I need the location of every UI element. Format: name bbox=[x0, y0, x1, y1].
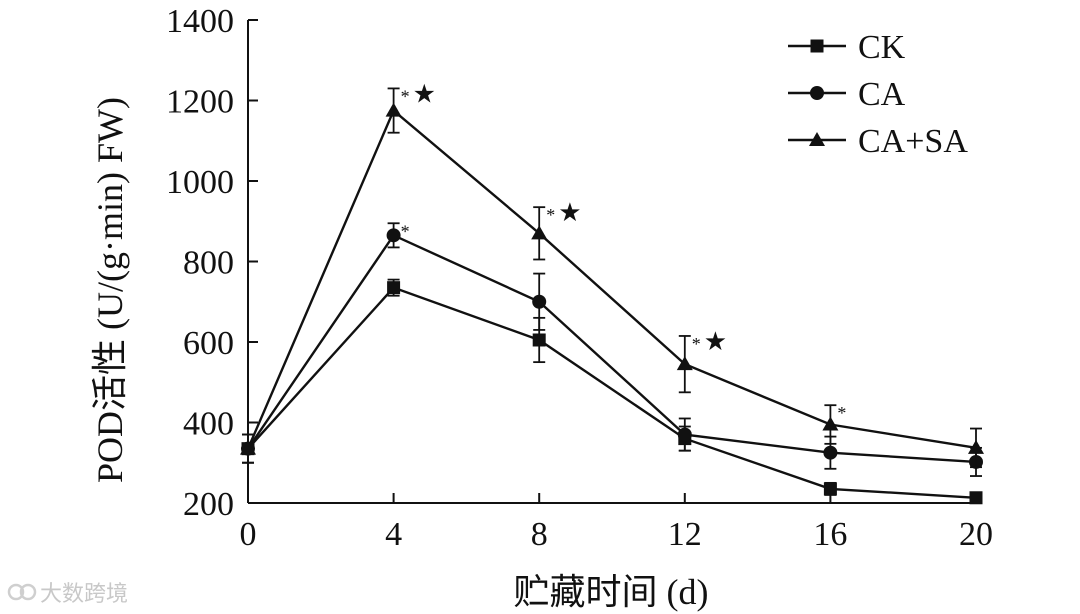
data-point bbox=[676, 356, 693, 371]
significance-mark: * ★ bbox=[692, 327, 727, 356]
significance-mark: * bbox=[837, 403, 846, 423]
data-point bbox=[386, 228, 401, 243]
data-point bbox=[532, 294, 547, 309]
data-point bbox=[822, 416, 839, 431]
y-tick-label: 1200 bbox=[166, 84, 234, 121]
y-tick-label: 400 bbox=[183, 406, 234, 443]
legend-marker bbox=[810, 39, 824, 53]
legend-marker bbox=[809, 132, 825, 146]
y-tick-label: 200 bbox=[183, 486, 234, 523]
legend-item-ck: CK bbox=[788, 29, 906, 66]
x-tick-label: 8 bbox=[531, 516, 548, 553]
data-point bbox=[823, 445, 838, 460]
significance-mark: * ★ bbox=[546, 198, 581, 227]
x-tick-label: 4 bbox=[385, 516, 402, 553]
y-axis-label: POD活性 (U/(g·min) FW) bbox=[90, 97, 130, 483]
x-axis-label: 贮藏时间 (d) bbox=[514, 572, 709, 612]
series-line-ca bbox=[247, 233, 977, 464]
legend-label: CK bbox=[858, 29, 906, 66]
legend: CK CA CA+SA bbox=[788, 29, 968, 160]
series-layer bbox=[240, 87, 984, 505]
x-tick-label: 0 bbox=[240, 516, 257, 553]
y-tick-label: 1000 bbox=[166, 164, 234, 201]
y-tick-label: 1400 bbox=[166, 3, 234, 40]
y-tick-label: 600 bbox=[183, 325, 234, 362]
y-tick-label: 800 bbox=[183, 245, 234, 282]
axes: 0 4 8 12 16 20 200 400 600 800 1000 1200 1400 bbox=[166, 3, 993, 553]
data-point bbox=[532, 333, 546, 347]
series-line-ca-sa bbox=[246, 108, 977, 450]
significance-mark: * ★ bbox=[401, 79, 436, 108]
x-tick-label: 16 bbox=[813, 516, 847, 553]
legend-marker bbox=[810, 86, 824, 100]
legend-label: CA bbox=[858, 76, 906, 113]
series-ca-sa bbox=[240, 87, 984, 469]
data-point bbox=[968, 439, 984, 454]
data-point bbox=[531, 225, 548, 240]
significance-annotations: * * ★ * ★ * ★ * bbox=[401, 79, 847, 423]
x-tick-label: 20 bbox=[959, 516, 993, 553]
legend-label: CA+SA bbox=[858, 123, 968, 160]
data-point bbox=[677, 427, 692, 442]
series-ck bbox=[241, 278, 983, 505]
data-point bbox=[240, 440, 256, 455]
watermark-text: 大数跨境 bbox=[40, 582, 128, 607]
x-tick-label: 12 bbox=[668, 516, 702, 553]
data-point bbox=[387, 281, 401, 295]
data-point bbox=[385, 102, 402, 117]
data-point bbox=[969, 491, 983, 505]
series-line-ck bbox=[247, 286, 977, 499]
watermark-logo-icon bbox=[7, 583, 37, 601]
data-point bbox=[823, 482, 837, 496]
series-ca bbox=[241, 222, 983, 477]
significance-mark: * bbox=[401, 221, 410, 241]
legend-item-ca: CA bbox=[788, 76, 906, 113]
watermark: 大数跨境 bbox=[7, 582, 128, 607]
legend-item-ca-sa: CA+SA bbox=[788, 123, 968, 160]
